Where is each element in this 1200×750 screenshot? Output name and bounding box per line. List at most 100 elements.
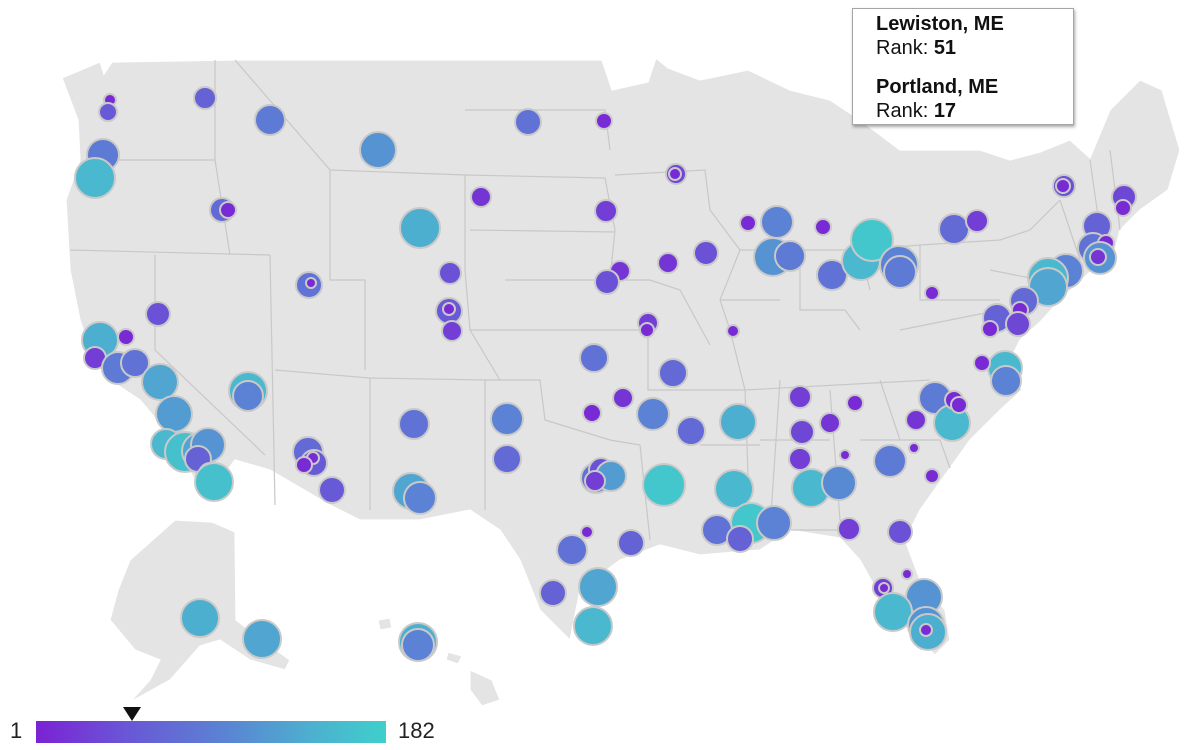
tooltip-rank-row: Rank: 17 xyxy=(876,99,1073,123)
city-bubble[interactable] xyxy=(839,449,851,461)
city-bubble[interactable] xyxy=(556,534,588,566)
city-bubble[interactable] xyxy=(878,582,890,594)
city-bubble[interactable] xyxy=(295,456,313,474)
city-bubble[interactable] xyxy=(120,348,150,378)
city-bubble[interactable] xyxy=(873,592,913,632)
tooltip-city-name: Lewiston, ME xyxy=(876,13,1004,35)
tooltip-rank-row: Rank: 51 xyxy=(876,36,1073,60)
city-bubble[interactable] xyxy=(873,444,907,478)
city-bubble[interactable] xyxy=(901,568,913,580)
city-bubble[interactable] xyxy=(539,579,567,607)
city-bubble[interactable] xyxy=(74,157,116,199)
city-bubble[interactable] xyxy=(254,104,286,136)
city-bubble[interactable] xyxy=(470,186,492,208)
city-bubble[interactable] xyxy=(594,199,618,223)
city-bubble[interactable] xyxy=(401,628,435,662)
city-bubble[interactable] xyxy=(514,108,542,136)
city-bubble[interactable] xyxy=(668,167,682,181)
city-bubble[interactable] xyxy=(98,102,118,122)
city-bubble[interactable] xyxy=(950,396,968,414)
city-bubble[interactable] xyxy=(584,470,606,492)
city-bubble[interactable] xyxy=(981,320,999,338)
city-bubble[interactable] xyxy=(1114,199,1132,217)
city-bubble[interactable] xyxy=(760,205,794,239)
city-bubble[interactable] xyxy=(617,529,645,557)
city-bubble[interactable] xyxy=(578,567,618,607)
city-bubble[interactable] xyxy=(883,255,917,289)
city-bubble[interactable] xyxy=(193,86,217,110)
city-bubble[interactable] xyxy=(1005,311,1031,337)
city-bubble[interactable] xyxy=(919,623,933,637)
city-bubble[interactable] xyxy=(595,112,613,130)
city-bubble[interactable] xyxy=(580,525,594,539)
tooltip-entry-lewiston: Lewiston, ME Rank: 51 xyxy=(876,12,1073,60)
city-bubble[interactable] xyxy=(887,519,913,545)
city-bubble[interactable] xyxy=(180,598,220,638)
city-bubble[interactable] xyxy=(403,481,437,515)
city-bubble[interactable] xyxy=(141,363,179,401)
city-bubble[interactable] xyxy=(359,131,397,169)
city-bubble[interactable] xyxy=(726,324,740,338)
city-bubble[interactable] xyxy=(908,442,920,454)
city-bubble[interactable] xyxy=(788,447,812,471)
city-bubble[interactable] xyxy=(814,218,832,236)
city-bubble[interactable] xyxy=(441,320,463,342)
city-bubble[interactable] xyxy=(145,301,171,327)
city-bubble[interactable] xyxy=(438,261,462,285)
city-bubble[interactable] xyxy=(905,409,927,431)
city-bubble[interactable] xyxy=(442,302,456,316)
city-bubble[interactable] xyxy=(399,207,441,249)
city-bubble[interactable] xyxy=(242,619,282,659)
city-bubble[interactable] xyxy=(837,517,861,541)
city-bubble[interactable] xyxy=(117,328,135,346)
legend-max-label: 182 xyxy=(398,718,435,743)
city-bubble[interactable] xyxy=(398,408,430,440)
city-bubble[interactable] xyxy=(850,218,894,262)
city-bubble[interactable] xyxy=(573,606,613,646)
city-bubble[interactable] xyxy=(774,240,806,272)
city-bubble[interactable] xyxy=(990,365,1022,397)
city-bubble[interactable] xyxy=(924,285,940,301)
city-bubble[interactable] xyxy=(973,354,991,372)
legend-selected-marker xyxy=(123,707,141,721)
city-bubble[interactable] xyxy=(492,444,522,474)
city-bubble[interactable] xyxy=(788,385,812,409)
city-bubble[interactable] xyxy=(642,463,686,507)
hawaii-landmass xyxy=(377,617,501,707)
city-bubble[interactable] xyxy=(965,209,989,233)
city-bubble[interactable] xyxy=(579,343,609,373)
city-bubble[interactable] xyxy=(612,387,634,409)
city-bubble[interactable] xyxy=(719,403,757,441)
city-bubble[interactable] xyxy=(1089,248,1107,266)
city-bubble[interactable] xyxy=(693,240,719,266)
city-bubble[interactable] xyxy=(1055,178,1071,194)
city-bubble[interactable] xyxy=(639,322,655,338)
tooltip-rank-label: Rank: xyxy=(876,100,929,122)
city-bubble[interactable] xyxy=(232,380,264,412)
city-bubble[interactable] xyxy=(658,358,688,388)
city-bubble[interactable] xyxy=(490,402,524,436)
city-bubble[interactable] xyxy=(305,277,317,289)
legend-color-scale xyxy=(36,721,386,743)
city-bubble[interactable] xyxy=(155,395,193,433)
city-bubble[interactable] xyxy=(219,201,237,219)
city-bubble[interactable] xyxy=(582,403,602,423)
city-bubble[interactable] xyxy=(194,462,234,502)
city-bubble[interactable] xyxy=(676,416,706,446)
city-bubble[interactable] xyxy=(789,419,815,445)
city-bubble[interactable] xyxy=(714,469,754,509)
city-bubble[interactable] xyxy=(846,394,864,412)
city-bubble[interactable] xyxy=(318,476,346,504)
city-bubble[interactable] xyxy=(938,213,970,245)
city-bubble[interactable] xyxy=(726,525,754,553)
city-bubble[interactable] xyxy=(636,397,670,431)
city-bubble[interactable] xyxy=(594,269,620,295)
city-bubble[interactable] xyxy=(739,214,757,232)
city-bubble[interactable] xyxy=(924,468,940,484)
city-bubble[interactable] xyxy=(756,505,792,541)
city-bubble[interactable] xyxy=(821,465,857,501)
city-bubble[interactable] xyxy=(657,252,679,274)
city-bubble[interactable] xyxy=(819,412,841,434)
tooltip-rank-value: 17 xyxy=(933,100,957,122)
